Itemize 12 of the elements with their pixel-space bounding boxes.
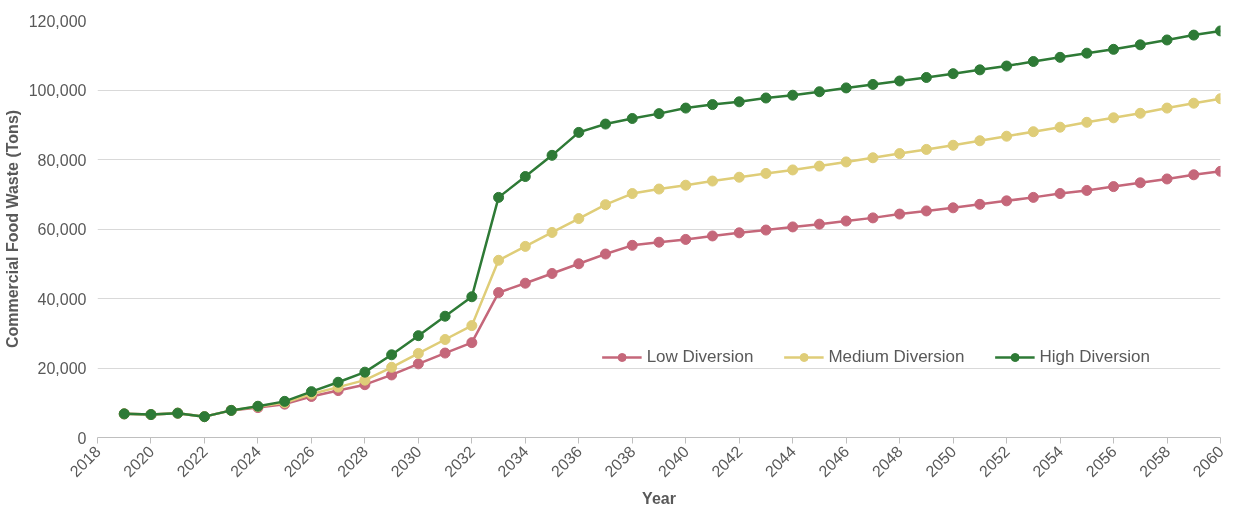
legend-label: High Diversion [1039,347,1150,367]
y-tick-label: 60,000 [37,221,87,238]
y-tick-label: 100,000 [28,82,87,99]
legend-label: Low Diversion [646,347,754,367]
y-tick-label: 80,000 [37,151,87,169]
y-tick-label: 20,000 [37,360,87,377]
y-tick-label: 40,000 [37,290,87,308]
legend-label: Medium Diversion [828,347,965,367]
y-axis-title: Commercial Food Waste (Tons) [3,109,21,349]
y-tick-label: 0 [77,429,87,447]
x-axis-title: Year [642,490,676,508]
y-tick-label: 120,000 [28,12,87,30]
